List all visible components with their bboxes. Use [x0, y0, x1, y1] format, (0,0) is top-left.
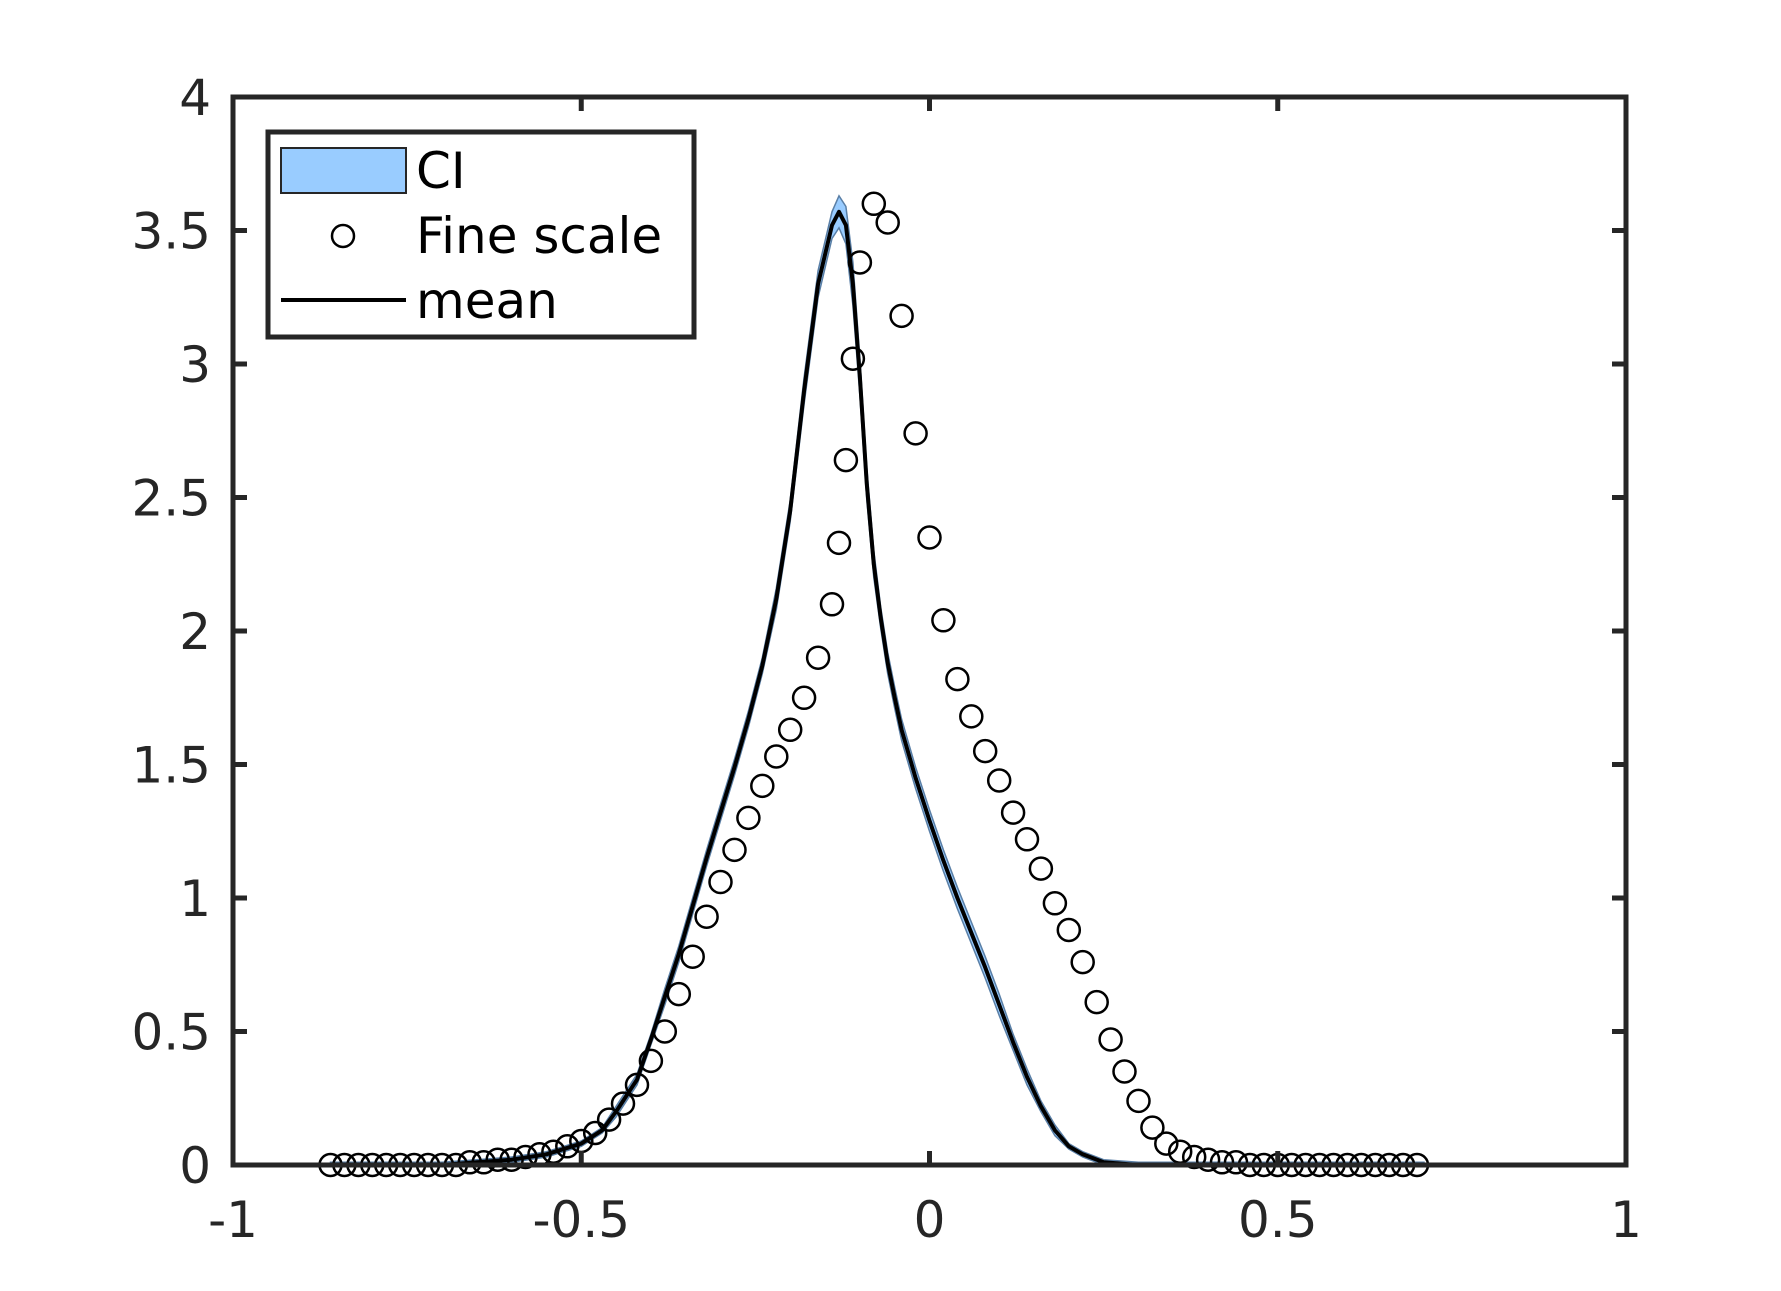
- mean-line-layer: [330, 209, 1424, 1167]
- x-tick-label: 0.5: [1238, 1191, 1318, 1249]
- fine-scale-point: [805, 645, 831, 670]
- fine-scale-point: [1042, 891, 1068, 916]
- fine-scale-point: [722, 837, 747, 863]
- fine-scale-point: [1112, 1059, 1137, 1084]
- fine-scale-point: [1056, 917, 1082, 943]
- ci-band-layer: [329, 194, 1425, 1166]
- fine-scale-point: [959, 704, 984, 729]
- legend-ci-label: CI: [416, 142, 466, 200]
- y-tick-label: 1.5: [131, 737, 211, 795]
- fine-scale-point: [750, 773, 775, 799]
- y-tick-label: 4: [179, 69, 211, 127]
- x-tick-label: -0.5: [532, 1191, 630, 1249]
- fine-scale-point: [736, 805, 761, 831]
- fine-scale-point: [986, 768, 1012, 793]
- fine-scale-point: [1014, 827, 1040, 852]
- fine-scale-point: [1181, 1144, 1207, 1170]
- fine-scale-point: [889, 303, 914, 329]
- fine-scale-point: [931, 608, 956, 633]
- fine-scale-point: [708, 869, 733, 895]
- fine-scale-point: [847, 250, 873, 275]
- fine-scale-point: [861, 191, 887, 217]
- fine-scale-point: [1070, 949, 1095, 975]
- x-tick-label: 0: [914, 1191, 946, 1249]
- fine-scale-point: [694, 904, 719, 929]
- y-tick-label: 0: [179, 1137, 211, 1195]
- legend-ci-swatch: [280, 147, 407, 194]
- fine-scale-point: [875, 210, 900, 235]
- fine-scale-point: [680, 944, 705, 969]
- fine-scale-point: [1209, 1150, 1235, 1175]
- fine-scale-point: [652, 1019, 678, 1044]
- fine-scale-point: [485, 1147, 510, 1172]
- fine-scale-point: [555, 1134, 580, 1159]
- fine-scale-point: [972, 738, 998, 764]
- fine-scale-point: [1223, 1150, 1249, 1175]
- fine-scale-point: [917, 525, 942, 550]
- fine-scale-point: [666, 981, 692, 1007]
- fine-scale-point: [457, 1150, 483, 1175]
- fine-scale-point: [1028, 856, 1054, 881]
- fine-scale-point: [624, 1072, 650, 1098]
- mean-line: [330, 209, 1424, 1167]
- fine-scale-point: [1140, 1115, 1165, 1140]
- fine-scale-point: [1084, 989, 1109, 1015]
- fine-scale-point: [1154, 1131, 1179, 1156]
- fine-scale-point: [840, 346, 866, 371]
- fine-scale-point: [1126, 1088, 1151, 1114]
- y-tick-label: 2: [179, 603, 211, 661]
- fine-scale-point: [638, 1048, 664, 1074]
- fine-scale-point: [582, 1120, 608, 1146]
- fine-scale-point: [819, 592, 845, 617]
- fine-scale-point: [1000, 800, 1026, 825]
- x-tick-label: 1: [1610, 1191, 1642, 1249]
- fine-scale-point: [791, 685, 817, 711]
- y-tick-label: 3.5: [131, 203, 211, 261]
- y-tick-label: 3: [179, 336, 211, 394]
- fine-scale-point: [471, 1150, 496, 1175]
- legend-mean-label: mean: [416, 272, 558, 330]
- y-tick-label: 1: [179, 870, 211, 928]
- fine-scale-point: [1098, 1027, 1123, 1052]
- y-axis-ticks: 0 0.5 1 1.5 2 2.5 3 3.5 4: [131, 69, 1626, 1195]
- fine-scale-point: [1195, 1147, 1221, 1172]
- fine-scale-markers-layer: [318, 191, 1430, 1178]
- fine-scale-point: [499, 1147, 524, 1172]
- y-tick-label: 0.5: [131, 1004, 211, 1062]
- legend-fine-scale-label: Fine scale: [416, 207, 662, 265]
- ci-band: [329, 194, 1425, 1166]
- legend-fine-scale-marker: [330, 223, 356, 249]
- x-axis-ticks: -1 -0.5 0 0.5 1: [208, 97, 1642, 1249]
- fine-scale-point: [903, 421, 928, 446]
- fine-scale-point: [945, 666, 970, 692]
- fine-scale-point: [610, 1091, 636, 1116]
- legend: CI Fine scale mean: [265, 129, 697, 340]
- fine-scale-point: [764, 744, 789, 769]
- fine-scale-point: [513, 1144, 538, 1170]
- fine-scale-point: [596, 1107, 622, 1132]
- fine-scale-point: [777, 717, 803, 743]
- fine-scale-point: [826, 530, 852, 556]
- y-tick-label: 2.5: [131, 470, 211, 528]
- fine-scale-point: [833, 447, 859, 473]
- x-tick-label: -1: [208, 1191, 258, 1249]
